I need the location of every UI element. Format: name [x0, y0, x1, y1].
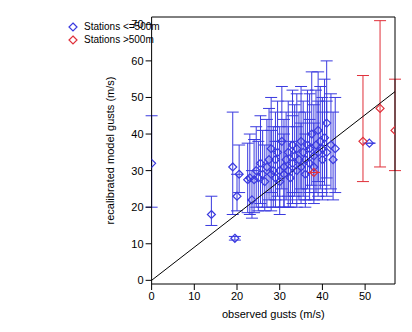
svg-text:recalibrated model gusts (m/s): recalibrated model gusts (m/s): [104, 77, 116, 225]
svg-text:10: 10: [188, 290, 200, 302]
svg-text:40: 40: [131, 128, 143, 140]
svg-text:0: 0: [149, 290, 155, 302]
svg-text:30: 30: [131, 165, 143, 177]
svg-text:20: 20: [131, 201, 143, 213]
svg-text:50: 50: [359, 290, 371, 302]
svg-text:20: 20: [231, 290, 243, 302]
svg-text:30: 30: [274, 290, 286, 302]
svg-text:50: 50: [131, 91, 143, 103]
svg-text:10: 10: [131, 238, 143, 250]
svg-text:70: 70: [131, 18, 143, 30]
svg-text:40: 40: [316, 290, 328, 302]
svg-text:observed gusts (m/s): observed gusts (m/s): [222, 308, 325, 320]
svg-text:0: 0: [137, 274, 143, 286]
svg-text:60: 60: [131, 55, 143, 67]
